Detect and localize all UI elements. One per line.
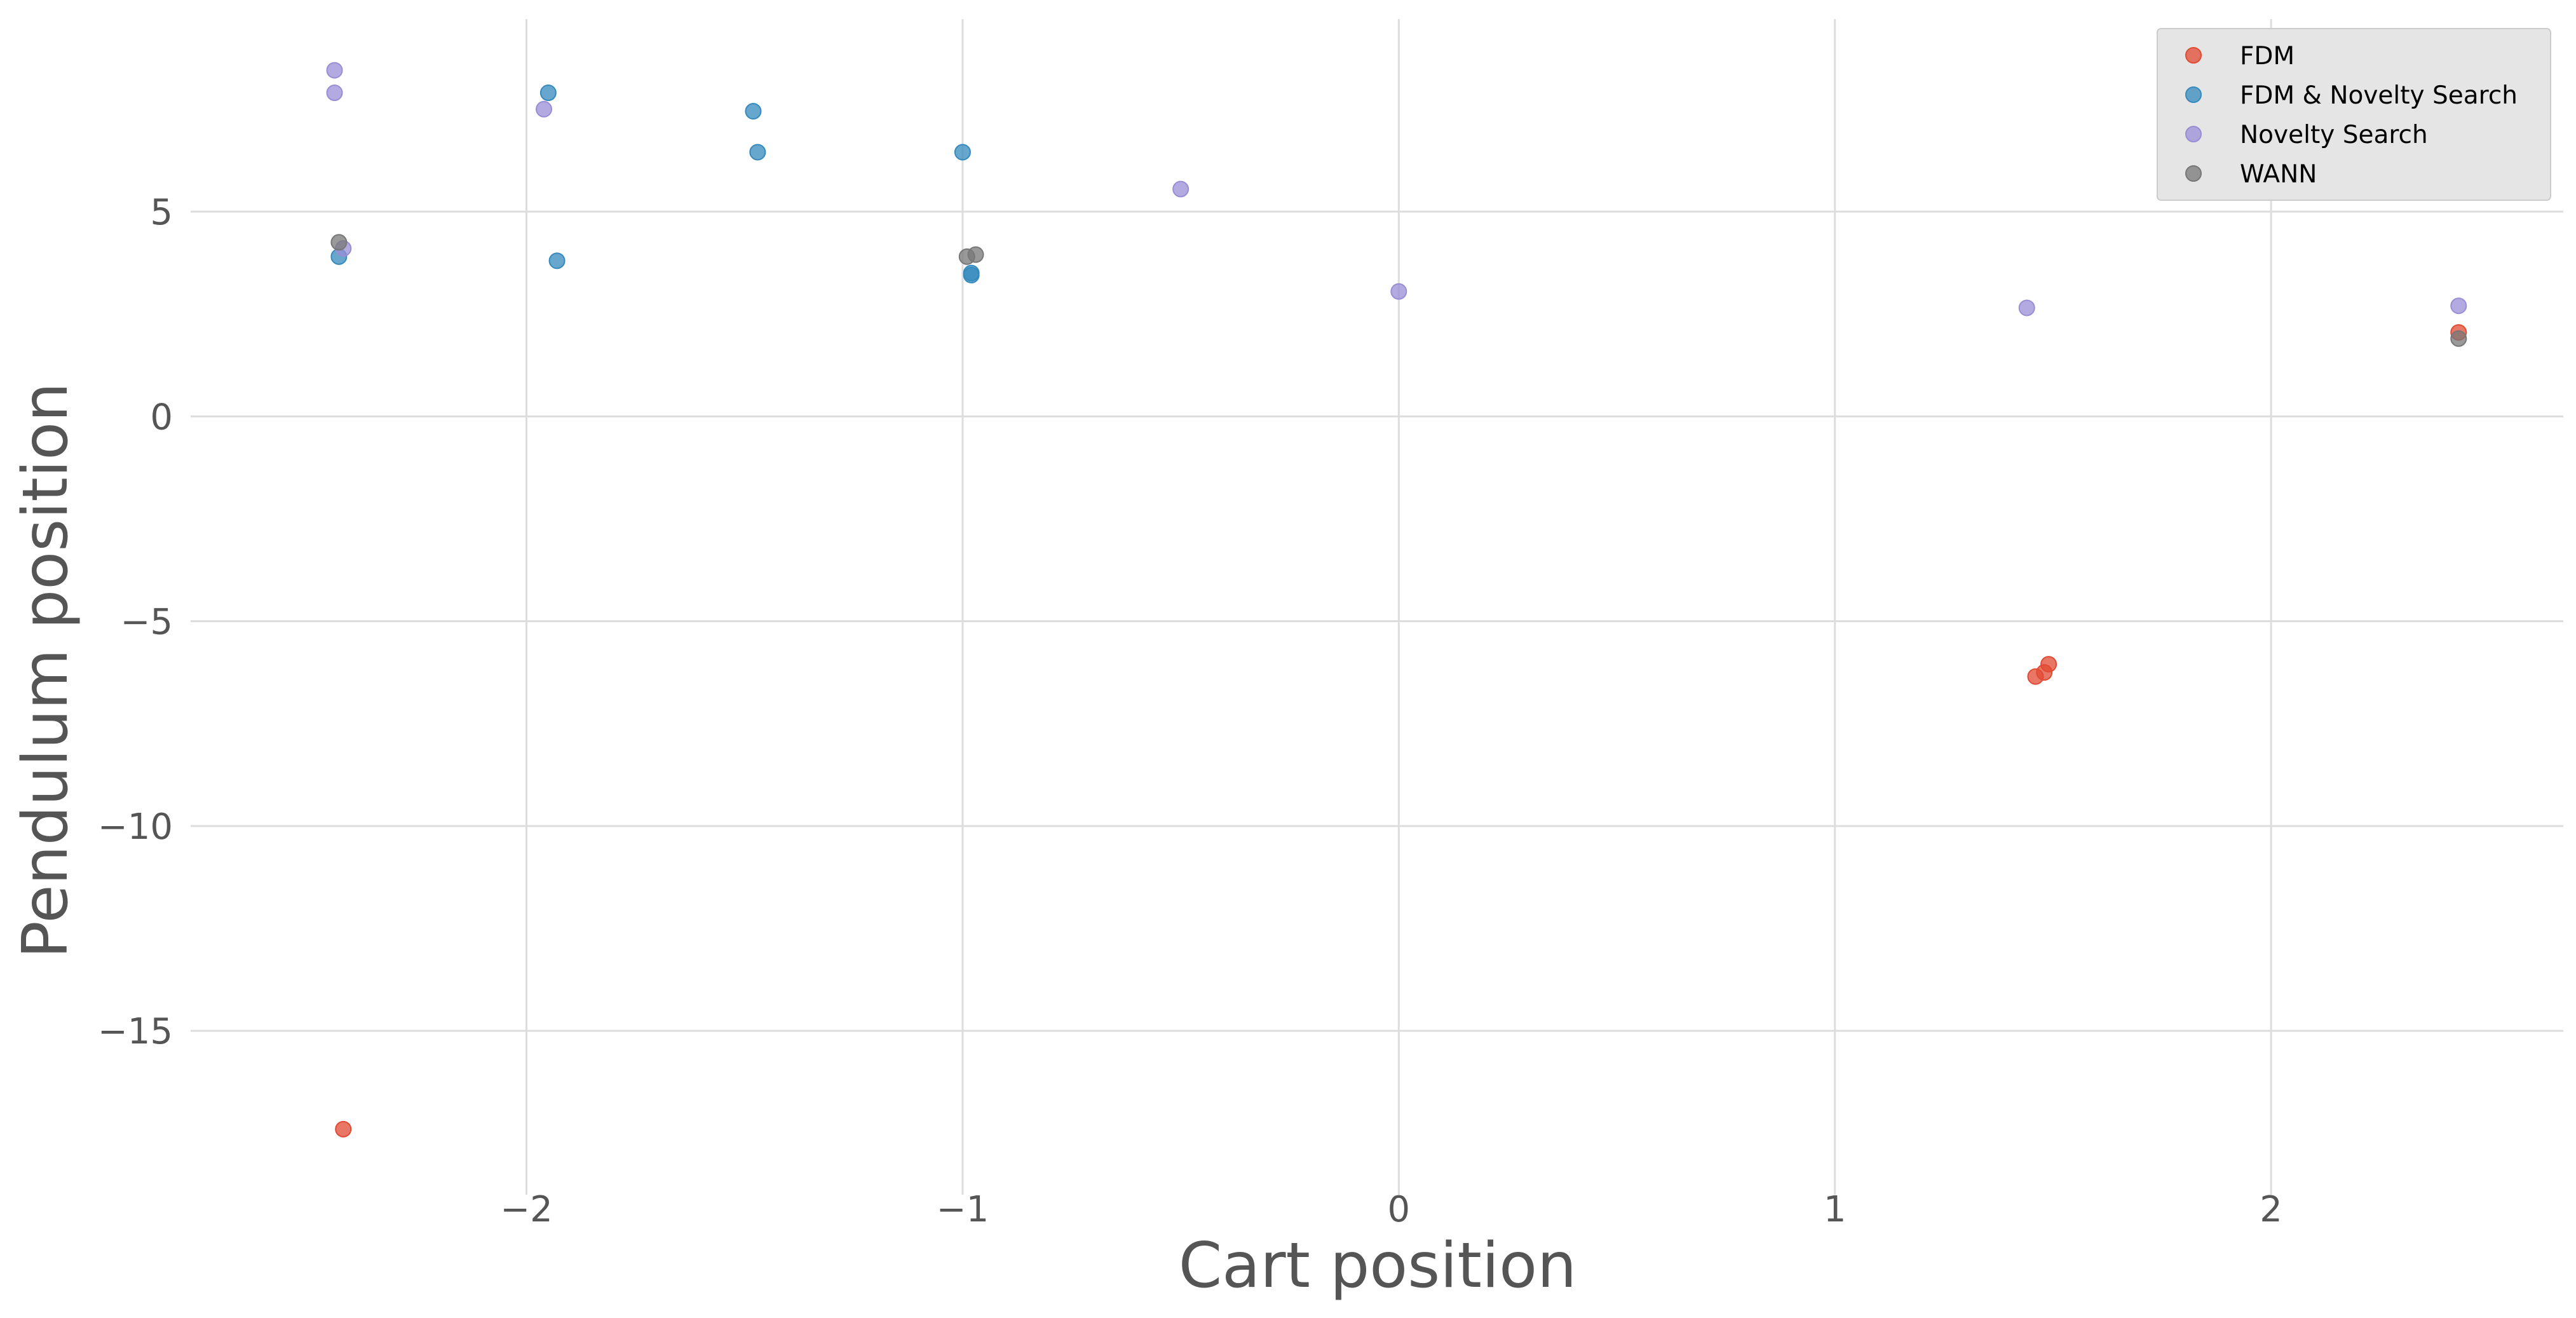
point-novelty-search [535, 100, 552, 118]
x-tick-label: 1 [1824, 1189, 1847, 1230]
legend-marker [2185, 86, 2202, 103]
point-novelty-search [2450, 297, 2467, 315]
point-novelty-search [1172, 180, 1190, 198]
point-fdm-novelty-search [539, 85, 557, 102]
grid [191, 19, 2563, 1195]
point-novelty-search [1390, 283, 1407, 300]
point-fdm [335, 1120, 352, 1138]
point-novelty-search [326, 62, 343, 79]
x-tick-label: 0 [1387, 1189, 1410, 1230]
x-tick-label: 2 [2260, 1189, 2282, 1230]
y-tick-label: −5 [120, 602, 173, 643]
y-tick-label: 5 [150, 192, 173, 233]
legend-marker [2185, 47, 2202, 64]
x-tick-label: −1 [937, 1189, 989, 1230]
legend-marker [2185, 126, 2202, 142]
point-novelty-search [326, 85, 343, 102]
point-fdm-novelty-search [954, 144, 971, 161]
data-points [326, 62, 2467, 1138]
legend: FDM FDM & Novelty Search Novelty Search WAN… [2157, 28, 2551, 201]
point-fdm-novelty-search [548, 252, 566, 269]
y-axis-label: Pendulum position [10, 383, 82, 958]
point-fdm-novelty-search [963, 266, 980, 283]
legend-marker [2185, 165, 2202, 182]
legend-box [2157, 28, 2551, 201]
legend-label: FDM [2240, 42, 2295, 71]
point-novelty-search [2018, 299, 2035, 316]
point-fdm-novelty-search [749, 144, 766, 161]
y-tick-label: −15 [98, 1011, 173, 1052]
x-tick-label: −2 [500, 1189, 553, 1230]
legend-label: FDM & Novelty Search [2240, 81, 2518, 110]
point-wann [330, 234, 348, 251]
tick-labels: −2 −1 0 1 2−15−10−505 [98, 192, 2282, 1230]
y-tick-label: −10 [98, 806, 173, 848]
point-wann [967, 246, 984, 263]
point-fdm [2040, 656, 2057, 673]
point-fdm-novelty-search [745, 103, 762, 120]
y-tick-label: 0 [150, 397, 173, 438]
legend-label: WANN [2240, 160, 2317, 189]
legend-label: Novelty Search [2240, 121, 2428, 149]
point-wann [2450, 330, 2467, 347]
x-axis-label: Cart position [1179, 1230, 1577, 1302]
